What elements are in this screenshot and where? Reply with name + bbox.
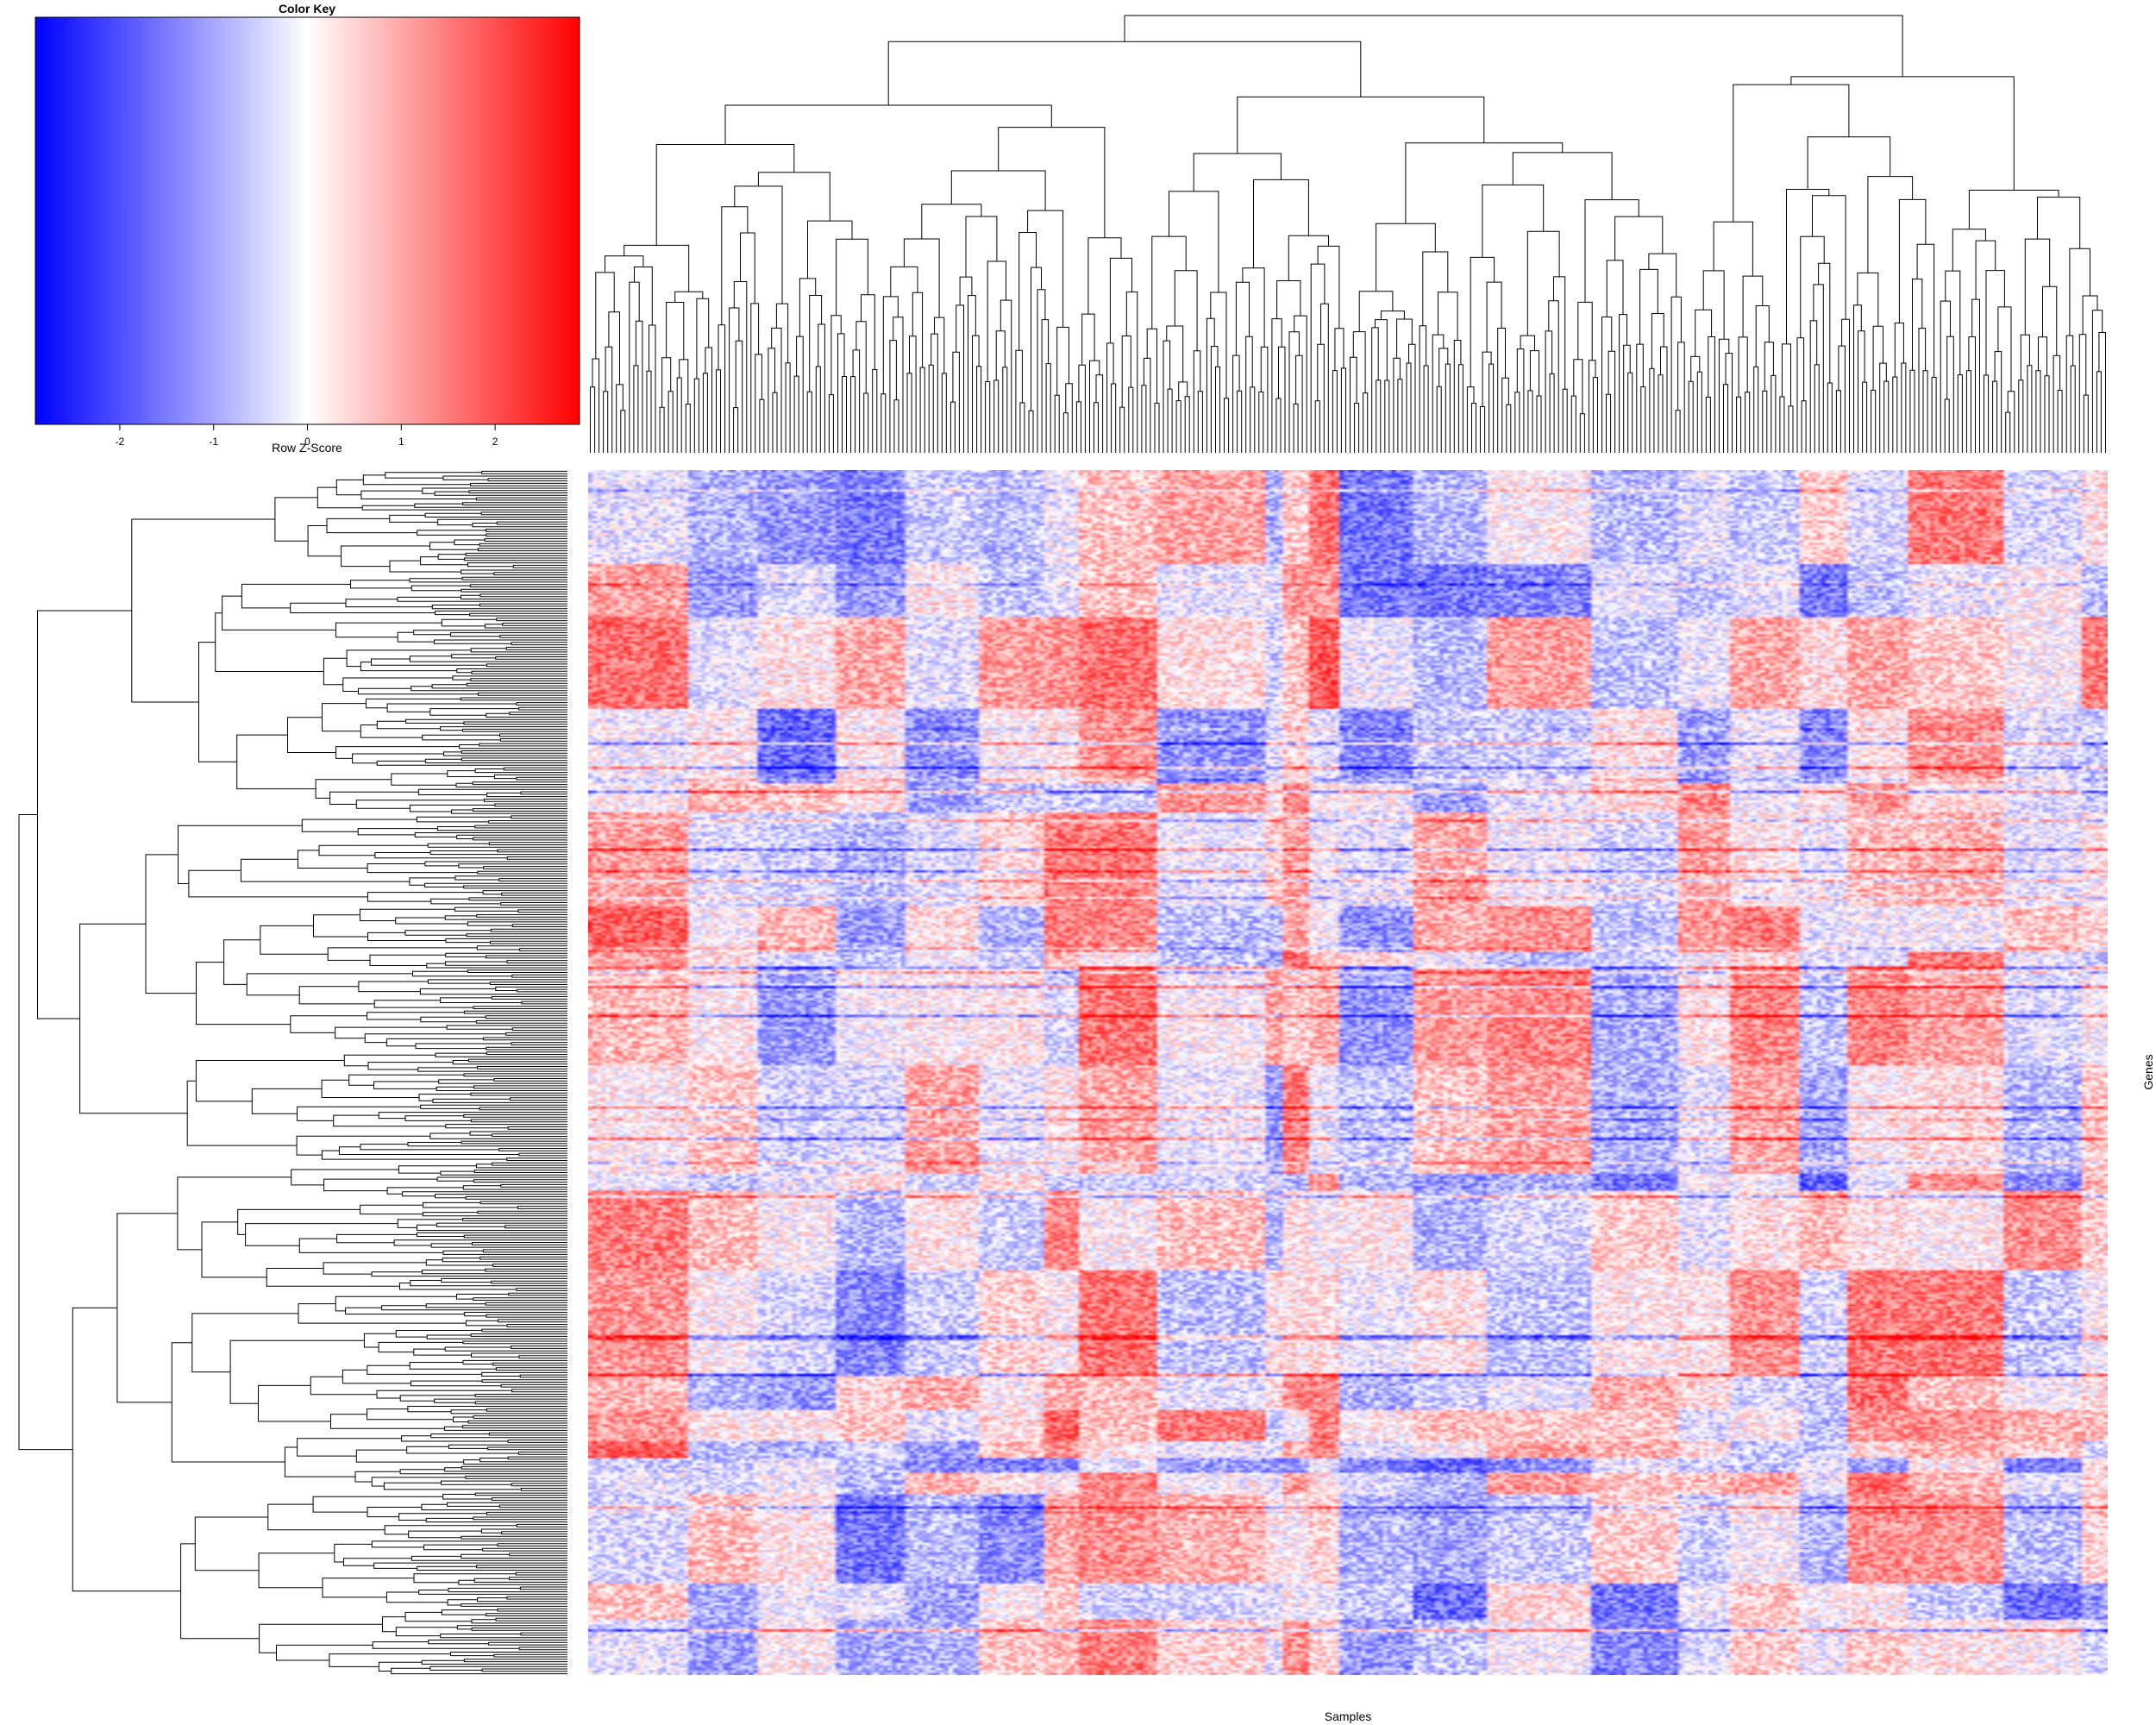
y-axis-title: Genes xyxy=(2141,1054,2155,1089)
color-key-tick-label: 2 xyxy=(492,436,498,448)
color-key-tick-label: 1 xyxy=(398,436,404,448)
column-dendrogram xyxy=(590,15,2106,453)
color-key-label: Row Z-Score xyxy=(272,441,342,455)
color-key-ticks: -2 -1 0 1 2 xyxy=(116,424,498,448)
color-key-tick-label: 0 xyxy=(304,436,310,448)
color-key-gradient xyxy=(34,16,580,425)
x-axis-title: Samples xyxy=(1325,1709,1371,1723)
color-key-title: Color Key xyxy=(279,2,335,16)
row-dendrogram xyxy=(18,470,567,1675)
color-key-tick-label: -1 xyxy=(209,436,218,448)
color-key: Color Key -2 -1 0 1 2 Row Z-Score xyxy=(34,2,580,455)
column-dendrogram-branches xyxy=(590,15,2106,453)
color-key-tick-label: -2 xyxy=(116,436,125,448)
heatmap-matrix xyxy=(588,470,2108,1675)
row-dendrogram-branches xyxy=(18,470,567,1675)
